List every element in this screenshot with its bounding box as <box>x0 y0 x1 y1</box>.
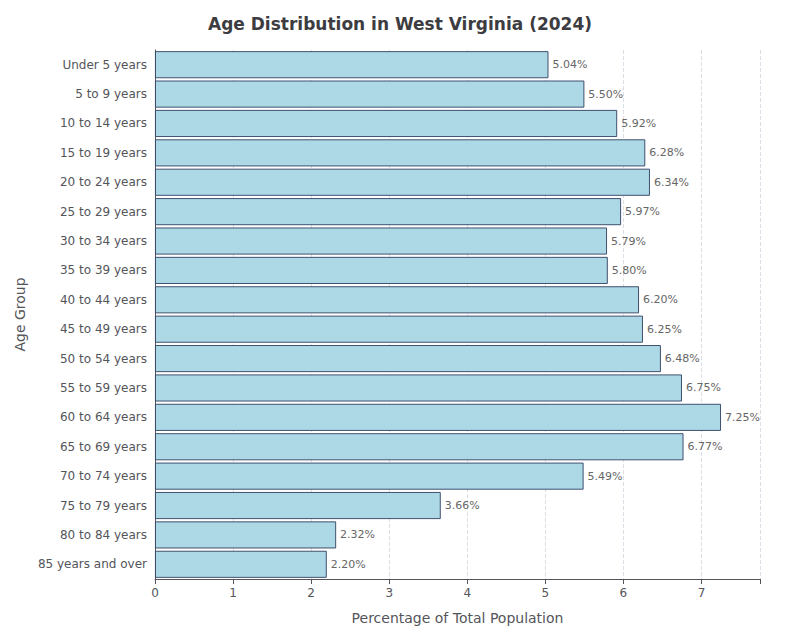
svg-text:25 to 29 years: 25 to 29 years <box>60 205 147 219</box>
svg-text:0: 0 <box>151 586 159 600</box>
svg-text:6.28%: 6.28% <box>649 146 684 159</box>
svg-text:5.50%: 5.50% <box>588 88 623 101</box>
svg-text:6.75%: 6.75% <box>686 381 721 394</box>
svg-text:2.20%: 2.20% <box>331 558 366 571</box>
svg-text:5 to 9 years: 5 to 9 years <box>75 87 147 101</box>
svg-text:5.79%: 5.79% <box>611 235 646 248</box>
svg-text:2: 2 <box>307 586 315 600</box>
svg-text:3: 3 <box>385 586 393 600</box>
svg-text:5.92%: 5.92% <box>621 117 656 130</box>
svg-text:6.34%: 6.34% <box>654 176 689 189</box>
svg-text:Age Distribution in West Virgi: Age Distribution in West Virginia (2024) <box>208 14 592 34</box>
svg-text:5.04%: 5.04% <box>552 58 587 71</box>
svg-text:6.77%: 6.77% <box>687 440 722 453</box>
svg-text:45 to 49 years: 45 to 49 years <box>60 322 147 336</box>
svg-text:70 to 74 years: 70 to 74 years <box>60 469 147 483</box>
svg-text:6.25%: 6.25% <box>647 323 682 336</box>
svg-text:15 to 19 years: 15 to 19 years <box>60 146 147 160</box>
svg-text:2.32%: 2.32% <box>340 528 375 541</box>
svg-text:10 to 14 years: 10 to 14 years <box>60 116 147 130</box>
svg-text:40 to 44 years: 40 to 44 years <box>60 293 147 307</box>
svg-text:7.25%: 7.25% <box>725 411 760 424</box>
svg-text:5.97%: 5.97% <box>625 205 660 218</box>
svg-text:60 to 64 years: 60 to 64 years <box>60 410 147 424</box>
svg-text:75 to 79 years: 75 to 79 years <box>60 499 147 513</box>
svg-text:35 to 39 years: 35 to 39 years <box>60 263 147 277</box>
svg-text:6: 6 <box>620 586 628 600</box>
svg-text:5: 5 <box>542 586 550 600</box>
svg-text:6.48%: 6.48% <box>665 352 700 365</box>
svg-text:Age Group: Age Group <box>12 277 28 351</box>
svg-text:3.66%: 3.66% <box>445 499 480 512</box>
svg-text:80 to 84 years: 80 to 84 years <box>60 528 147 542</box>
svg-text:5.80%: 5.80% <box>612 264 647 277</box>
svg-text:7: 7 <box>698 586 706 600</box>
svg-text:55 to 59 years: 55 to 59 years <box>60 381 147 395</box>
svg-text:5.49%: 5.49% <box>588 470 623 483</box>
svg-text:1: 1 <box>229 586 237 600</box>
svg-text:50 to 54 years: 50 to 54 years <box>60 352 147 366</box>
svg-text:30 to 34 years: 30 to 34 years <box>60 234 147 248</box>
svg-text:6.20%: 6.20% <box>643 293 678 306</box>
svg-text:4: 4 <box>463 586 471 600</box>
svg-text:85 years and over: 85 years and over <box>38 557 147 571</box>
svg-text:20 to 24 years: 20 to 24 years <box>60 175 147 189</box>
svg-text:Percentage of Total Population: Percentage of Total Population <box>352 610 564 626</box>
svg-text:65 to 69 years: 65 to 69 years <box>60 440 147 454</box>
svg-text:Under 5 years: Under 5 years <box>62 58 147 72</box>
